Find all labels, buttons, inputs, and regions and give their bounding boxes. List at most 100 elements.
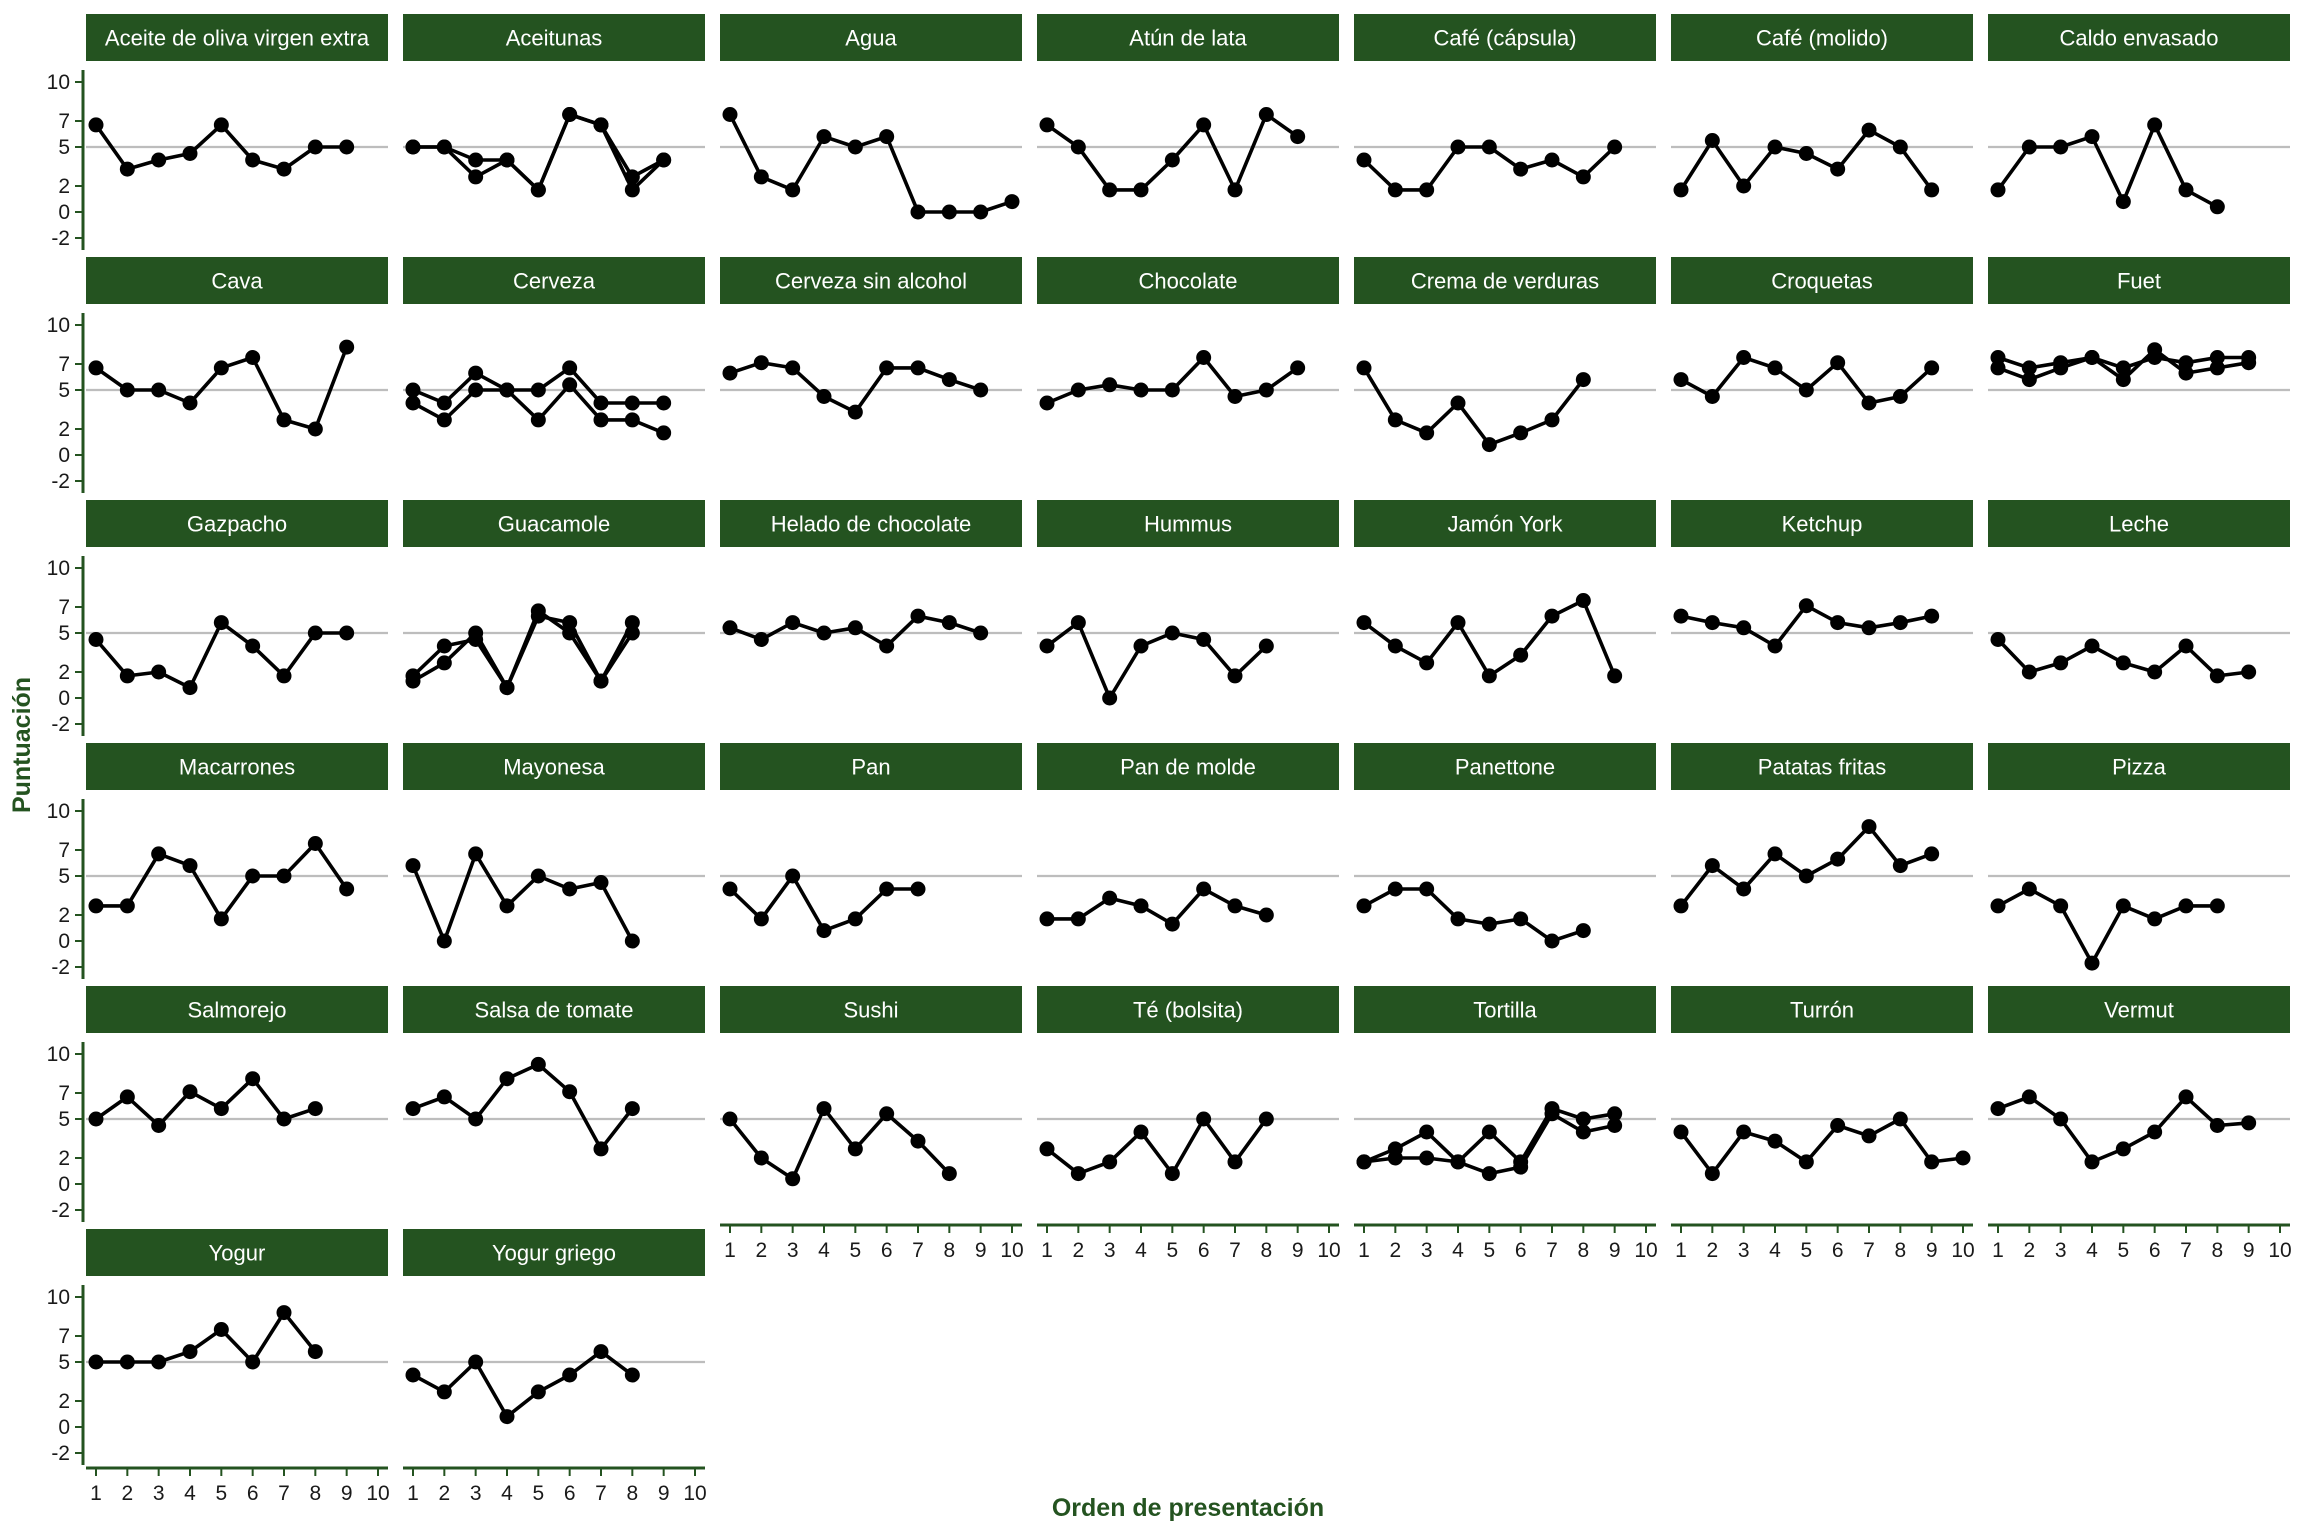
- data-point: [1133, 1124, 1149, 1140]
- facet-panel: Agua: [720, 14, 1022, 220]
- facet-strip: [403, 500, 705, 547]
- facet-title: Leche: [2109, 512, 2169, 537]
- data-point: [213, 911, 229, 927]
- data-point: [1039, 911, 1055, 927]
- x-axis-title: Orden de presentación: [1052, 1494, 1324, 1522]
- x-tick-label: 10: [1317, 1239, 1340, 1262]
- facet-title: Panettone: [1455, 755, 1555, 780]
- facet-panel: Atún de lata: [1037, 14, 1339, 198]
- data-point: [1387, 412, 1403, 428]
- data-point: [1102, 182, 1118, 198]
- facet-strip: [1354, 986, 1656, 1033]
- data-point: [624, 182, 640, 198]
- data-point: [941, 1166, 957, 1182]
- data-point: [405, 1367, 421, 1383]
- data-point: [307, 1344, 323, 1360]
- data-point: [119, 668, 135, 684]
- data-point: [1830, 615, 1846, 631]
- data-point: [847, 404, 863, 420]
- data-point: [847, 620, 863, 636]
- data-point: [1290, 360, 1306, 376]
- data-point: [879, 638, 895, 654]
- data-point: [2084, 638, 2100, 654]
- facet-panel: Café (molido): [1671, 14, 1973, 198]
- facet-title: Pan: [851, 755, 890, 780]
- data-point: [753, 911, 769, 927]
- data-point: [2021, 139, 2037, 155]
- data-point: [468, 382, 484, 398]
- y-tick-label: 7: [58, 1325, 70, 1348]
- data-point: [1450, 1154, 1466, 1170]
- facet-strip: [1037, 500, 1339, 547]
- data-point: [1861, 122, 1877, 138]
- x-tick-label: 4: [501, 1482, 513, 1505]
- data-point: [1892, 858, 1908, 874]
- facet-panel: Fuet: [1988, 257, 2290, 392]
- data-point: [468, 365, 484, 381]
- data-point: [213, 360, 229, 376]
- data-point: [1356, 360, 1372, 376]
- facet-strip: [1354, 500, 1656, 547]
- y-tick-label: 7: [58, 353, 70, 376]
- data-point: [1481, 668, 1497, 684]
- data-point: [2084, 350, 2100, 365]
- data-point: [1924, 608, 1940, 624]
- data-point: [2147, 664, 2163, 680]
- data-point: [656, 152, 672, 168]
- data-point: [2209, 350, 2225, 365]
- data-point: [1990, 632, 2006, 647]
- facet-panel: Tortilla 1 2 3 4 5 6 7 8 9 10: [1354, 986, 1658, 1262]
- facet-strip: [1037, 14, 1339, 61]
- data-point: [2209, 668, 2225, 684]
- data-point: [1830, 355, 1846, 371]
- data-point: [1356, 898, 1372, 914]
- data-point: [1419, 655, 1435, 671]
- data-point: [1356, 1154, 1372, 1170]
- data-point: [785, 1171, 801, 1187]
- x-tick-label: 1: [1358, 1239, 1370, 1262]
- data-point: [1513, 425, 1529, 441]
- facet-strip: [720, 14, 1022, 61]
- data-point: [593, 395, 609, 411]
- data-point: [1481, 1124, 1497, 1140]
- facet-title: Macarrones: [179, 755, 295, 780]
- data-point: [1258, 1111, 1274, 1127]
- data-point: [119, 1354, 135, 1370]
- data-point: [499, 680, 515, 696]
- data-point: [1924, 1154, 1940, 1170]
- facet-panel: Turrón 1 2 3 4 5 6 7 8 9 10: [1671, 986, 1975, 1262]
- data-point: [1673, 182, 1689, 198]
- data-point: [436, 1089, 452, 1105]
- x-tick-label: 2: [755, 1239, 767, 1262]
- data-point: [753, 632, 769, 647]
- data-point: [2147, 342, 2163, 358]
- data-point: [436, 1384, 452, 1400]
- data-point: [1673, 372, 1689, 388]
- facet-title: Croquetas: [1771, 269, 1873, 294]
- data-point: [816, 389, 832, 404]
- facet-title: Tortilla: [1473, 998, 1537, 1023]
- facet-strip: [720, 743, 1022, 790]
- data-point: [785, 868, 801, 884]
- data-point: [2178, 365, 2194, 381]
- x-tick-label: 7: [912, 1239, 924, 1262]
- y-tick-label: 0: [58, 1416, 70, 1439]
- facet-strip: [403, 257, 705, 304]
- data-point: [785, 615, 801, 631]
- data-point: [530, 182, 546, 198]
- x-tick-label: 3: [2055, 1239, 2067, 1262]
- data-point: [722, 107, 738, 122]
- data-point: [2147, 117, 2163, 133]
- data-point: [1387, 182, 1403, 198]
- data-point: [562, 107, 578, 122]
- facet-strip: [720, 257, 1022, 304]
- x-tick-label: 10: [2268, 1239, 2291, 1262]
- x-tick-label: 6: [1832, 1239, 1844, 1262]
- y-tick-label: 0: [58, 1173, 70, 1196]
- data-point: [2209, 1118, 2225, 1133]
- facet-strip: [1988, 500, 2290, 547]
- data-point: [276, 161, 292, 177]
- data-point: [2178, 182, 2194, 198]
- data-point: [1164, 916, 1180, 932]
